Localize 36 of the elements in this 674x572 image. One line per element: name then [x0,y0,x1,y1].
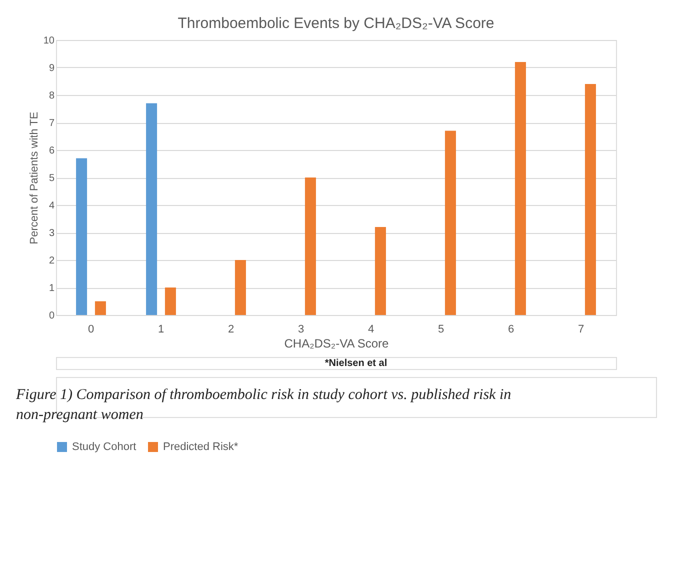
y-tick-label: 2 [48,256,55,266]
x-tick-label: 5 [438,324,444,336]
bar [374,227,386,315]
y-tick-label: 5 [48,173,55,184]
bar [146,103,158,315]
x-tick-label: 3 [298,324,304,336]
chart-title: Thromboembolic Events by CHA₂DS₂-VA Score [178,15,494,32]
x-tick-label: 1 [158,324,164,336]
y-tick-label: 6 [48,146,55,156]
legend-label: Study Cohort [72,441,136,453]
bar [234,260,246,315]
bar [584,84,596,315]
y-tick-label: 10 [43,36,55,46]
bar [94,301,106,315]
y-tick-label: 8 [48,90,55,102]
y-tick-label: 7 [48,118,55,129]
text: *Nielsen et al [324,358,388,369]
caption: Figure 1) Comparison of thromboembolic risk in study cohort vs. published risk in non-pregnant women [15,387,512,423]
bar [304,178,316,315]
y-tick-label: 3 [48,228,55,239]
y-tick-label: 4 [48,200,55,212]
bar [514,62,526,315]
y-axis-title: Percent of Patients with TE [28,112,40,244]
legend-label: Predicted Risk* [163,441,239,453]
x-tick-label: 2 [228,324,234,336]
x-tick-label: 6 [508,324,514,336]
bar [76,158,88,315]
y-tick-label: 9 [48,63,55,74]
x-tick-label: 0 [88,324,94,336]
bar [164,288,176,315]
y-tick-label: 1 [48,283,55,294]
y-tick-label: 0 [48,310,55,322]
x-tick-label: 7 [578,324,584,336]
x-axis-title: CHA₂DS₂-VA Score [284,336,390,350]
bar [444,130,456,315]
x-tick-label: 4 [368,324,374,336]
